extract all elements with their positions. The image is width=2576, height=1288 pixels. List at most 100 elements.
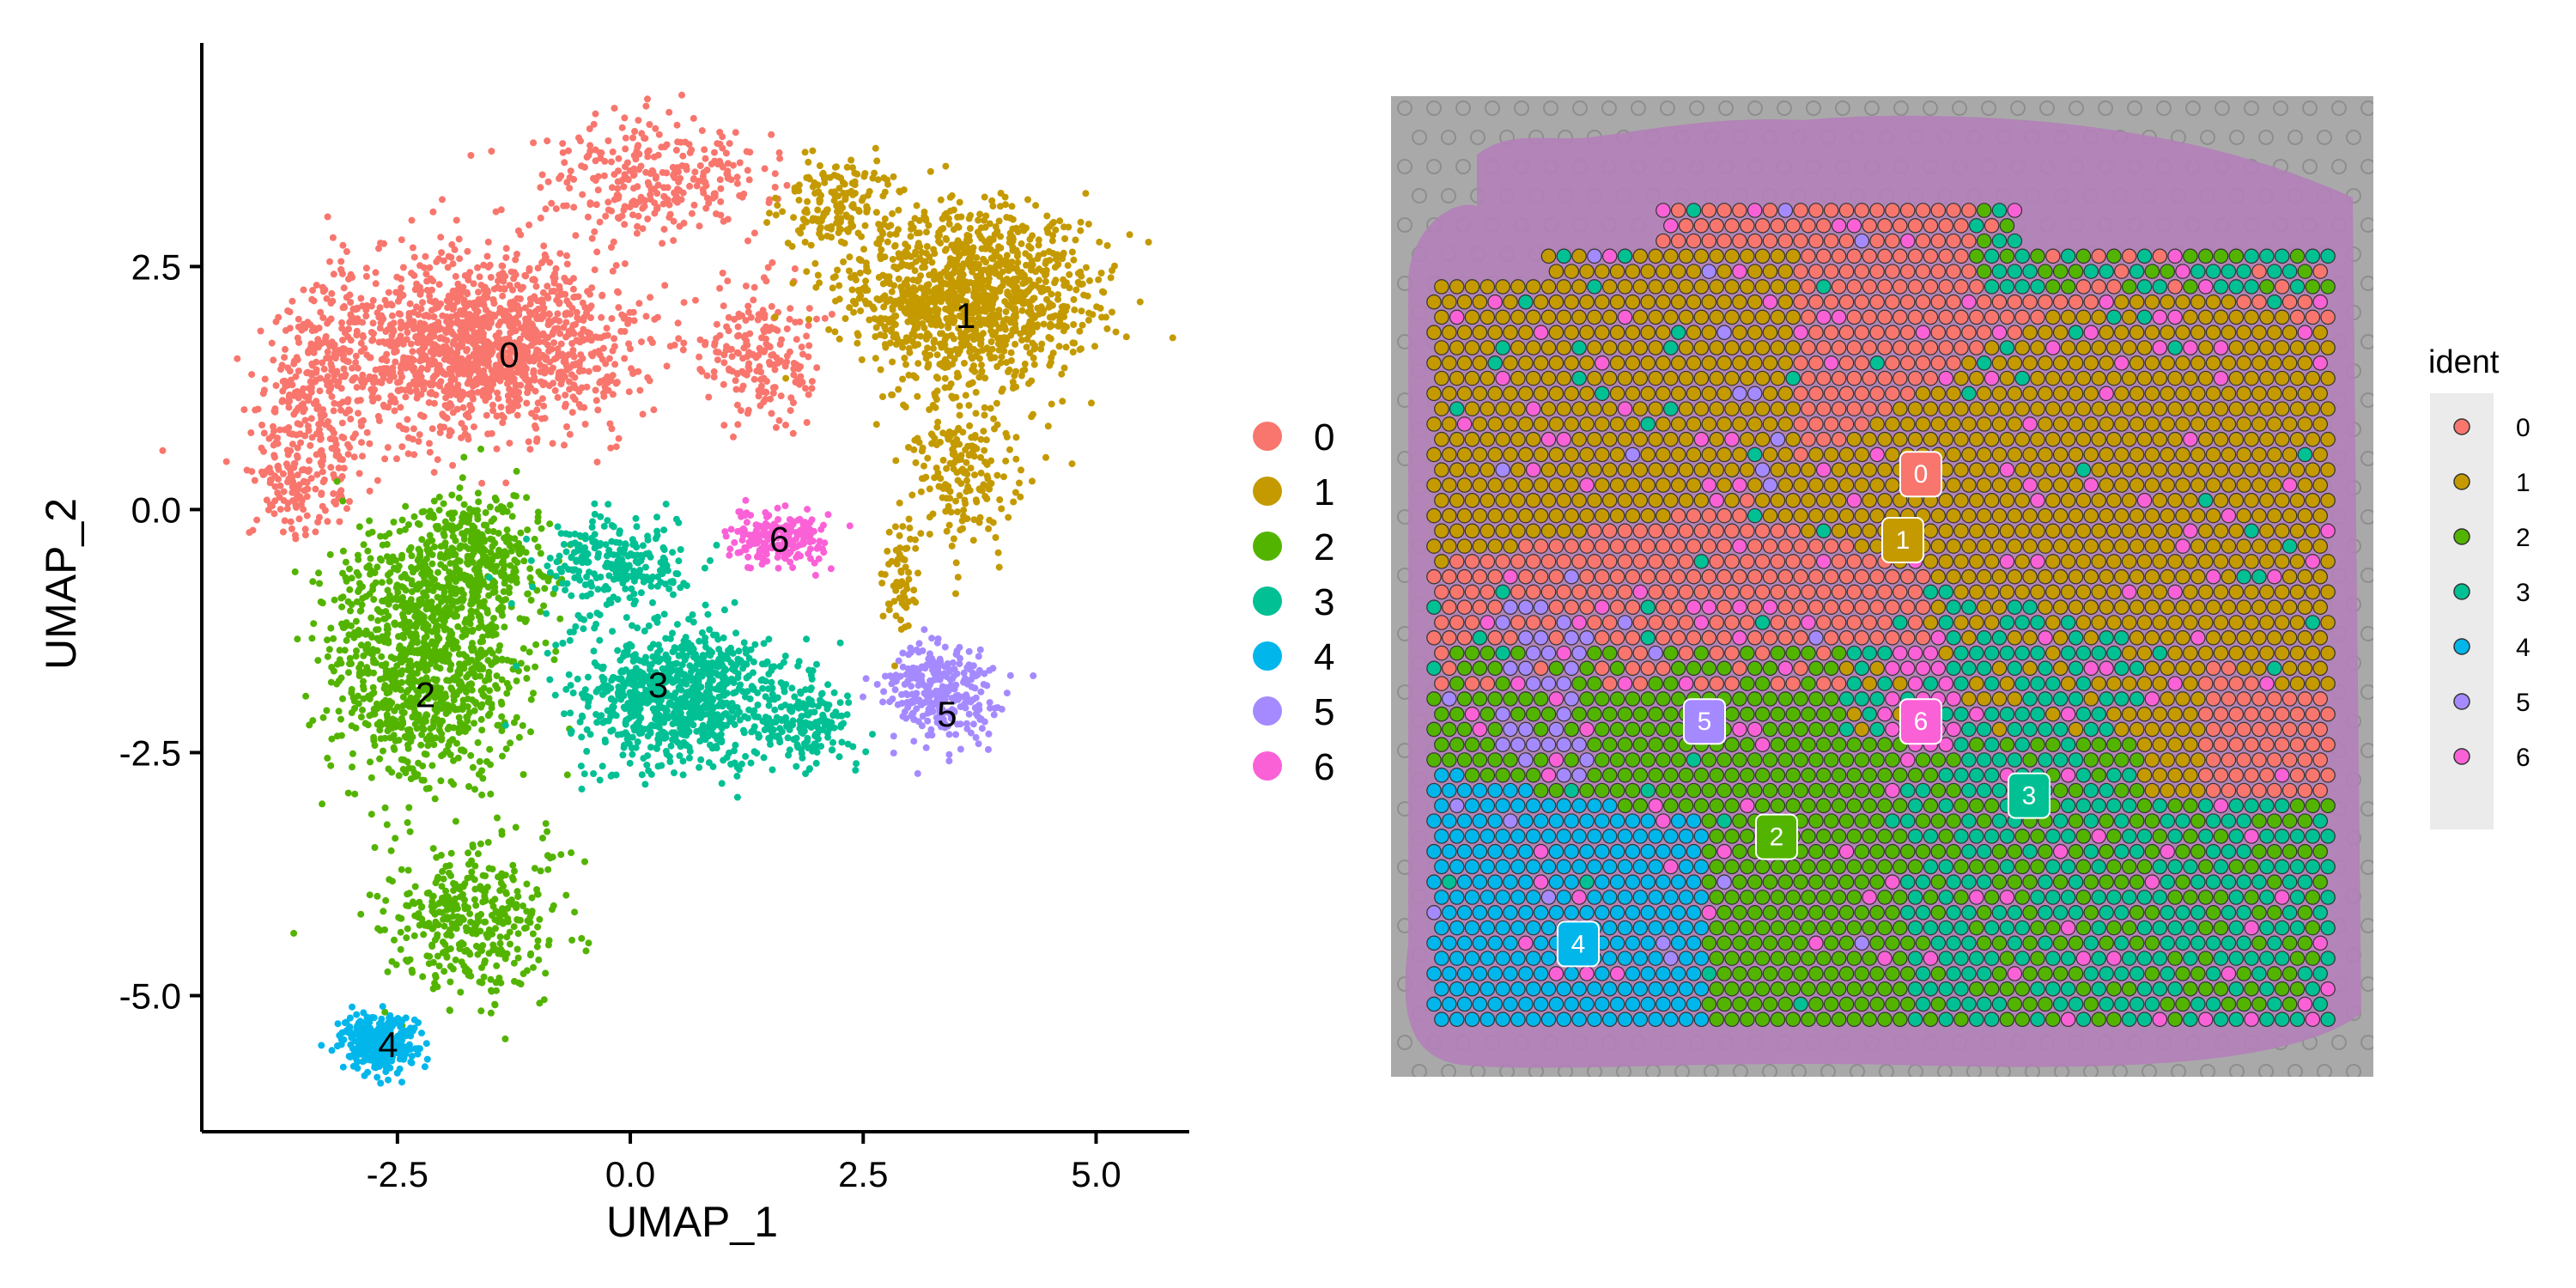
umap-point [1103, 325, 1111, 332]
umap-point [486, 745, 494, 753]
umap-point [439, 696, 447, 704]
umap-point [594, 186, 602, 194]
umap-point [304, 485, 312, 493]
umap-point [313, 471, 321, 478]
umap-point [159, 447, 167, 454]
umap-point [310, 620, 318, 628]
umap-point [484, 289, 491, 296]
umap-point [898, 287, 906, 295]
umap-point [400, 358, 408, 366]
umap-point [420, 656, 427, 664]
umap-point [857, 292, 865, 300]
umap-point [977, 469, 985, 477]
umap-point [934, 418, 942, 426]
umap-point [538, 259, 546, 266]
umap-point [279, 470, 287, 477]
umap-point [337, 674, 345, 682]
umap-point [457, 721, 465, 728]
umap-point [925, 361, 933, 369]
umap-point [298, 497, 306, 505]
umap-point [439, 196, 446, 204]
umap-point [496, 305, 504, 312]
umap-point [409, 765, 416, 773]
umap-point [710, 374, 718, 381]
umap-point [630, 165, 638, 173]
umap-point [358, 601, 366, 609]
umap-point [841, 194, 849, 202]
umap-point [402, 769, 410, 776]
umap-point [602, 212, 610, 220]
umap-point [335, 452, 343, 459]
umap-point [1077, 227, 1084, 234]
umap-point [248, 371, 256, 379]
umap-point [879, 192, 887, 200]
umap-point [416, 348, 423, 355]
umap-point [519, 722, 526, 729]
umap-point [525, 438, 532, 446]
umap-point [320, 411, 328, 419]
umap-point [499, 292, 507, 300]
umap-point [854, 229, 862, 237]
umap-point [935, 318, 943, 325]
umap-point [1026, 235, 1034, 243]
umap-point [665, 201, 673, 209]
umap-point [404, 329, 411, 337]
umap-point [342, 574, 349, 581]
umap-point [891, 523, 899, 531]
umap-point [889, 358, 896, 366]
umap-point [258, 422, 265, 428]
umap-point [247, 429, 255, 436]
umap-point [711, 149, 718, 156]
umap-point [346, 498, 353, 505]
umap-point [535, 305, 542, 313]
umap-point [380, 598, 388, 605]
umap-point [972, 388, 980, 396]
umap-point [534, 399, 542, 407]
umap-point [621, 260, 629, 268]
umap-point [983, 240, 990, 248]
umap-point [359, 453, 366, 460]
umap-point [406, 300, 414, 307]
umap-point [471, 720, 477, 727]
umap-point [511, 269, 518, 276]
umap-point [835, 282, 843, 289]
umap-point [886, 295, 894, 303]
umap-point [343, 505, 350, 513]
umap-point [817, 216, 825, 223]
umap-point [734, 332, 741, 340]
umap-point [474, 654, 482, 662]
umap-point [523, 316, 531, 324]
umap-point [1071, 306, 1078, 313]
umap-point [362, 272, 370, 280]
umap-point [837, 215, 845, 222]
umap-point [981, 307, 988, 314]
umap-point [387, 669, 395, 677]
umap-point [566, 173, 574, 181]
umap-point [369, 646, 377, 653]
umap-point [804, 197, 811, 205]
umap-point [350, 453, 358, 461]
umap-point [363, 428, 371, 436]
umap-point [732, 377, 739, 385]
umap-point [1005, 513, 1012, 521]
umap-point [762, 277, 770, 285]
umap-point [969, 268, 976, 276]
umap-point [487, 313, 495, 320]
umap-point [319, 599, 326, 607]
umap-point [374, 394, 382, 402]
umap-point [945, 428, 953, 435]
umap-point [295, 515, 303, 523]
umap-point [854, 330, 861, 337]
umap-point [870, 305, 878, 313]
umap-point [978, 234, 986, 242]
umap-point [999, 386, 1006, 392]
umap-point [1014, 249, 1021, 257]
umap-point [418, 536, 426, 544]
umap-point [966, 225, 974, 232]
umap-point [653, 313, 661, 321]
umap-point [480, 261, 488, 269]
umap-point [378, 579, 386, 586]
umap-point [1007, 331, 1015, 339]
umap-point [999, 342, 1007, 349]
umap-point [764, 264, 772, 271]
